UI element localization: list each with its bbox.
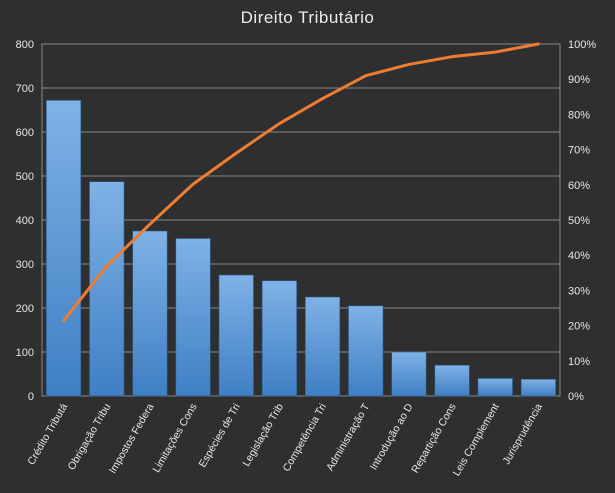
x-tick-label: Impostos Federa [107, 401, 157, 475]
chart-title: Direito Tributário [240, 8, 375, 27]
line-point [321, 97, 324, 100]
x-tick-label: Administração T [324, 401, 373, 473]
line-point [235, 151, 238, 155]
bar [132, 230, 168, 397]
bar [175, 238, 211, 397]
x-tick-label: Crédito Tributá [25, 401, 70, 467]
line-point [105, 264, 108, 268]
y-tick-label: 400 [16, 215, 34, 227]
bar [89, 181, 125, 397]
bar [348, 305, 384, 397]
y-tick-label: 200 [16, 303, 34, 315]
y-tick-label: 300 [16, 259, 34, 271]
x-tick-label: Competência Tri [281, 402, 330, 474]
y2-tick-label: 50% [568, 215, 590, 227]
bar [477, 378, 513, 397]
bar [261, 280, 297, 397]
line-point [364, 74, 367, 77]
line-point [191, 182, 195, 186]
y2-tick-label: 0% [568, 391, 584, 403]
cumulative-line [62, 42, 540, 323]
y2-tick-label: 20% [568, 321, 590, 333]
bar [520, 378, 556, 397]
y2-tick-label: 90% [568, 74, 590, 86]
y-tick-label: 100 [16, 347, 34, 359]
x-tick-label: Introdução ao D [368, 401, 416, 472]
bar [434, 364, 470, 397]
y2-tick-label: 10% [568, 356, 590, 368]
bar [305, 296, 341, 397]
line-point [62, 319, 65, 322]
x-tick-label: Leis Complement [451, 401, 502, 478]
line-point [407, 63, 411, 66]
x-tick-label: Espécies de Tri [197, 402, 243, 470]
y-tick-label: 700 [16, 83, 34, 95]
y-tick-label: 600 [16, 127, 34, 139]
bar [391, 351, 427, 397]
x-tick-label: Repartição Cons [409, 402, 459, 476]
line-point [450, 55, 454, 58]
y2-tick-label: 40% [568, 250, 590, 262]
y2-tick-label: 30% [568, 285, 590, 297]
y-tick-label: 800 [16, 39, 34, 51]
y2-tick-label: 100% [568, 39, 596, 51]
bar [46, 100, 82, 397]
line-point [537, 42, 540, 46]
y2-tick-label: 80% [568, 109, 590, 121]
x-tick-label: Limitações Cons [150, 402, 199, 475]
bar [218, 274, 254, 397]
x-tick-label: Legislação Trib [240, 401, 286, 468]
line-point [148, 223, 152, 226]
y2-tick-label: 60% [568, 180, 590, 192]
y2-tick-label: 70% [568, 145, 590, 157]
x-tick-label: Jurisprudência [500, 401, 545, 466]
line-point [278, 122, 281, 125]
y-tick-label: 0 [28, 391, 34, 403]
y-tick-label: 500 [16, 171, 34, 183]
line-point [494, 50, 497, 54]
x-tick-label: Obrigação Tribu [66, 401, 114, 472]
